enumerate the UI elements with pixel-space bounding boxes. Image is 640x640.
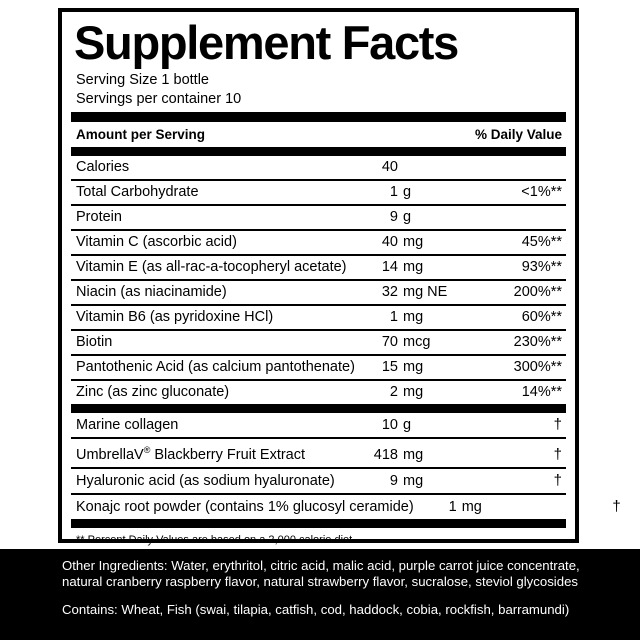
divider-bar-under-header bbox=[71, 147, 566, 156]
nutrient-table: Calories 40 Total Carbohydrate 1 g <1%** Prote… bbox=[71, 156, 566, 404]
nutrient-amount-number: 14 bbox=[381, 259, 398, 275]
nutrient-amount-number: 9 bbox=[389, 472, 398, 489]
nutrient-amount: 40 mg bbox=[355, 234, 480, 251]
nutrient-amount: 40 bbox=[355, 159, 480, 176]
nutrient-amount: 14 mg bbox=[355, 259, 480, 276]
nutrient-name: Total Carbohydrate bbox=[76, 184, 199, 200]
table-column-header-row: Amount per Serving % Daily Value bbox=[71, 122, 566, 147]
nutrient-name: Pantothenic Acid (as calcium pantothenat… bbox=[76, 359, 355, 375]
nutrient-amount: 10 g bbox=[355, 417, 480, 434]
table-row: Konajc root powder (contains 1% glucosyl… bbox=[71, 495, 621, 519]
registered-trademark-icon: ® bbox=[143, 445, 151, 455]
daily-value-header: % Daily Value bbox=[474, 127, 562, 142]
row-divider bbox=[71, 437, 566, 439]
nutrient-daily-value: 300%** bbox=[513, 359, 562, 375]
row-divider bbox=[71, 329, 566, 331]
nutrient-name: Konajc root powder (contains 1% glucosyl… bbox=[76, 498, 414, 515]
divider-bar-top bbox=[71, 112, 566, 122]
row-divider bbox=[71, 304, 566, 306]
table-row: Vitamin E (as all-rac-a-tocopheryl aceta… bbox=[71, 256, 566, 279]
nutrient-amount: 70 mcg bbox=[355, 334, 480, 351]
nutrient-name: Zinc (as zinc gluconate) bbox=[76, 384, 230, 400]
row-divider bbox=[71, 354, 566, 356]
nutrient-name: Vitamin C (ascorbic acid) bbox=[76, 234, 237, 250]
nutrient-amount-number: 1 bbox=[389, 309, 398, 325]
nutrient-amount-number: 15 bbox=[381, 359, 398, 375]
nutrient-amount: 15 mg bbox=[355, 359, 480, 376]
nutrient-amount-number: 40 bbox=[381, 234, 398, 250]
nutrient-amount-number: 70 bbox=[381, 334, 398, 350]
nutrient-name: Protein bbox=[76, 209, 122, 225]
nutrient-daily-value: 60%** bbox=[521, 309, 562, 325]
page-title: Supplement Facts bbox=[74, 16, 459, 69]
nutrient-name: Hyaluronic acid (as sodium hyaluronate) bbox=[76, 472, 335, 489]
nutrient-amount-number: 9 bbox=[389, 209, 398, 225]
nutrient-amount: 32 mg NE bbox=[355, 284, 480, 301]
nutrient-daily-value: <1%** bbox=[521, 184, 562, 200]
nutrient-amount-number: 10 bbox=[381, 417, 398, 433]
table-row: Biotin 70 mcg 230%** bbox=[71, 331, 566, 354]
nutrient-name: Calories bbox=[76, 159, 130, 175]
nutrient-amount: 9 mg bbox=[355, 473, 480, 490]
contains-allergens-text: Contains: Wheat, Fish (swai, tilapia, ca… bbox=[62, 602, 570, 617]
servings-per-container-text: Servings per container 10 bbox=[76, 91, 242, 107]
row-divider bbox=[71, 466, 566, 469]
serving-size-text: Serving Size 1 bottle bbox=[76, 72, 209, 88]
amount-per-serving-header: Amount per Serving bbox=[76, 127, 206, 142]
nutrient-daily-value: † bbox=[553, 416, 562, 433]
row-divider bbox=[71, 229, 566, 231]
table-row: Niacin (as niacinamide) 32 mg NE 200%** bbox=[71, 281, 566, 304]
nutrient-amount: 1 mg bbox=[414, 499, 539, 516]
nutrient-daily-value: † bbox=[612, 497, 621, 515]
table-row: Protein 9 g bbox=[71, 206, 566, 229]
divider-bar-blend bbox=[71, 404, 566, 413]
row-divider bbox=[71, 204, 566, 206]
nutrient-name: Vitamin B6 (as pyridoxine HCl) bbox=[76, 309, 274, 325]
nutrient-daily-value: 14%** bbox=[521, 384, 562, 400]
nutrient-amount-number: 32 bbox=[381, 284, 398, 300]
row-divider bbox=[71, 492, 566, 495]
nutrient-amount: 2 mg bbox=[355, 384, 480, 401]
nutrient-amount: 418 mg bbox=[355, 447, 480, 464]
row-divider bbox=[71, 379, 566, 381]
table-row: Vitamin B6 (as pyridoxine HCl) 1 mg 60%** bbox=[71, 306, 566, 329]
divider-bar-footnotes bbox=[71, 518, 566, 528]
nutrient-amount-number: 1 bbox=[389, 184, 398, 200]
nutrient-daily-value: 200%** bbox=[513, 284, 562, 300]
ingredients-block: Other Ingredients: Water, erythritol, ci… bbox=[0, 549, 640, 640]
other-actives-table: Marine collagen 10 g † UmbrellaV® Blackberry… bbox=[71, 413, 621, 519]
table-row: Vitamin C (ascorbic acid) 40 mg 45%** bbox=[71, 231, 566, 254]
nutrient-name: Marine collagen bbox=[76, 417, 179, 433]
nutrient-daily-value: 93%** bbox=[521, 259, 562, 275]
table-row: Zinc (as zinc gluconate) 2 mg 14%** bbox=[71, 381, 566, 404]
supplement-facts-panel: Supplement Facts Serving Size 1 bottle S… bbox=[58, 8, 621, 560]
table-row: UmbrellaV® Blackberry Fruit Extract 418 mg… bbox=[71, 439, 566, 467]
nutrient-amount-number: 2 bbox=[389, 384, 398, 400]
nutrient-daily-value: † bbox=[553, 445, 562, 463]
table-row: Pantothenic Acid (as calcium pantothenat… bbox=[71, 356, 566, 379]
nutrient-name: Biotin bbox=[76, 334, 113, 350]
row-divider bbox=[71, 179, 566, 181]
nutrient-amount-number: 40 bbox=[381, 159, 398, 175]
nutrient-amount-number: 418 bbox=[373, 446, 398, 463]
table-row: Marine collagen 10 g † bbox=[71, 413, 566, 437]
footnote-percent-daily-value: ** Percent Daily Values are based on a 2… bbox=[76, 533, 356, 546]
nutrient-amount-number: 1 bbox=[448, 498, 457, 515]
nutrient-amount: 1 mg bbox=[355, 309, 480, 326]
other-ingredients-text: Other Ingredients: Water, erythritol, ci… bbox=[62, 558, 580, 589]
row-divider bbox=[71, 279, 566, 281]
table-row: Hyaluronic acid (as sodium hyaluronate) 9… bbox=[71, 469, 566, 493]
nutrient-name: Vitamin E (as all-rac-a-tocopheryl aceta… bbox=[76, 259, 347, 275]
nutrient-daily-value: † bbox=[553, 471, 562, 489]
nutrient-daily-value: 45%** bbox=[521, 234, 562, 250]
nutrient-daily-value: 230%** bbox=[513, 334, 562, 350]
nutrient-name: Niacin (as niacinamide) bbox=[76, 284, 227, 300]
row-divider bbox=[71, 254, 566, 256]
table-row: Total Carbohydrate 1 g <1%** bbox=[71, 181, 566, 204]
table-row: Calories 40 bbox=[71, 156, 566, 179]
nutrient-name: UmbrellaV® Blackberry Fruit Extract bbox=[76, 445, 306, 463]
